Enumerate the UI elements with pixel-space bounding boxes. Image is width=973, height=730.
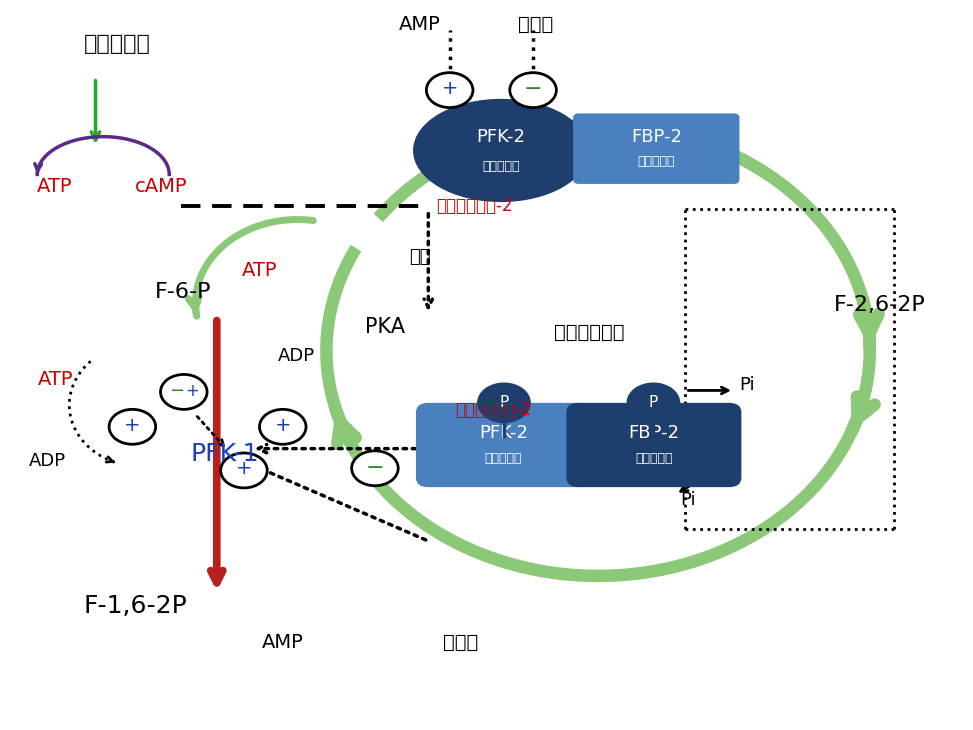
Text: −: − [523, 80, 542, 99]
Text: ADP: ADP [278, 347, 315, 365]
Text: F-1,6-2P: F-1,6-2P [84, 594, 188, 618]
Text: 果糖双磷酸酶-2: 果糖双磷酸酶-2 [455, 401, 532, 419]
Text: 活化: 活化 [409, 248, 430, 266]
Circle shape [161, 374, 207, 410]
Text: （无活性）: （无活性） [637, 155, 675, 168]
FancyBboxPatch shape [574, 114, 739, 183]
Text: FBP-2: FBP-2 [629, 424, 679, 442]
FancyBboxPatch shape [416, 404, 591, 486]
Ellipse shape [414, 99, 589, 201]
Text: Pi: Pi [680, 491, 696, 509]
Text: +: + [235, 459, 252, 478]
Text: （有活性）: （有活性） [635, 452, 672, 464]
Text: （有活性）: （有活性） [483, 160, 520, 173]
Text: 胰高血糖素: 胰高血糖素 [84, 34, 151, 53]
Text: 柠檬酸: 柠檬酸 [518, 15, 553, 34]
Text: PFK-2: PFK-2 [479, 424, 528, 442]
Circle shape [221, 453, 268, 488]
Circle shape [426, 73, 473, 107]
Text: PKA: PKA [365, 317, 405, 337]
Text: cAMP: cAMP [135, 177, 188, 196]
Text: AMP: AMP [399, 15, 441, 34]
Text: F-6-P: F-6-P [155, 283, 211, 302]
FancyBboxPatch shape [567, 404, 740, 486]
Text: ATP: ATP [242, 261, 277, 280]
Text: +: + [186, 383, 199, 400]
Circle shape [351, 451, 398, 485]
Text: FBP-2: FBP-2 [631, 128, 682, 146]
Text: −: − [169, 383, 185, 400]
Text: F-2,6-2P: F-2,6-2P [834, 296, 925, 315]
Circle shape [628, 383, 679, 423]
Text: PFK-1: PFK-1 [191, 442, 259, 466]
Circle shape [109, 410, 156, 445]
Circle shape [260, 410, 306, 445]
Text: P: P [649, 396, 658, 410]
Text: P: P [499, 396, 509, 410]
Text: +: + [274, 416, 291, 435]
Text: +: + [125, 416, 141, 435]
Text: ATP: ATP [37, 177, 73, 196]
Text: （无活性）: （无活性） [485, 452, 523, 464]
Text: ADP: ADP [28, 452, 66, 470]
Text: ATP: ATP [38, 370, 74, 389]
Text: Pi: Pi [739, 377, 754, 394]
Circle shape [510, 73, 557, 107]
Text: 磷蛋白磷酸酶: 磷蛋白磷酸酶 [555, 323, 625, 342]
Text: PFK-2: PFK-2 [477, 128, 525, 147]
Text: 柠檬酸: 柠檬酸 [443, 634, 478, 653]
Text: AMP: AMP [262, 634, 304, 653]
Text: 磷酸果糖激酶-2: 磷酸果糖激酶-2 [436, 198, 513, 215]
Circle shape [478, 383, 530, 423]
Text: −: − [366, 458, 384, 477]
Text: +: + [442, 79, 458, 98]
